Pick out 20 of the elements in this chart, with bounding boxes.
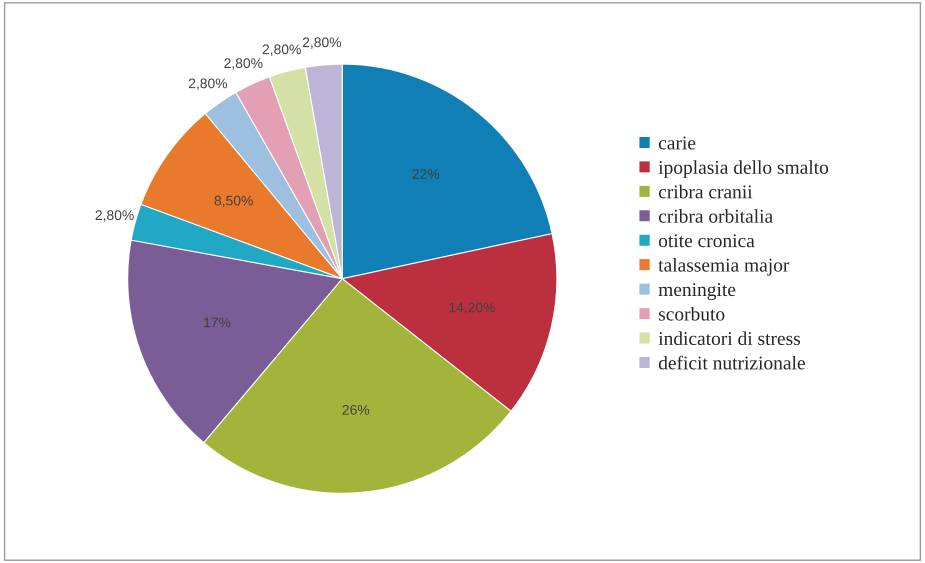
legend-label: cribra cranii [658,184,752,198]
data-label: 2,80% [262,44,301,56]
data-label: 8,50% [214,196,253,208]
legend-label: deficit nutrizionale [658,356,805,370]
data-label: 26% [342,404,370,415]
legend-label: ipoplasia dello smalto [658,160,828,178]
data-label: 17% [204,318,230,328]
data-label: 14,20% [449,302,495,314]
data-label: 22% [412,169,440,179]
legend-label: indicatori di stress [658,331,800,346]
legend-label: carie [658,136,696,150]
legend-label: otite cronica [658,234,755,248]
legend-label: meningite [658,283,736,300]
data-label: 2,80% [302,37,342,49]
legend-label: scorbuto [658,306,724,321]
data-label: 2,80% [96,210,134,222]
legend-label: cribra orbitalia [658,209,773,223]
data-label: 2,80% [188,78,228,90]
legend-label: talassemia major [658,258,790,276]
data-label: 2,80% [224,58,263,70]
